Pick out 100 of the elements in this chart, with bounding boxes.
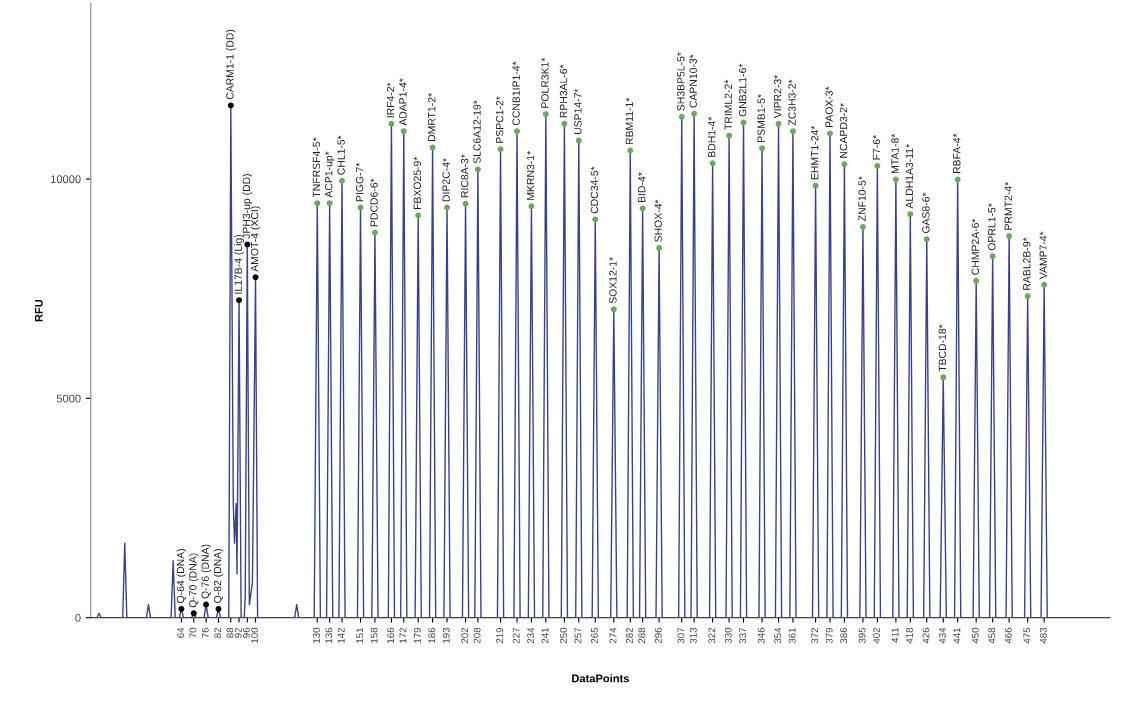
point xyxy=(514,128,520,135)
annotation: USP14-7* xyxy=(574,88,582,135)
x-tick-label: 92 xyxy=(234,627,242,638)
x-tick-label: 313 xyxy=(689,627,697,644)
point xyxy=(178,605,185,612)
x-tick-label: 234 xyxy=(527,627,535,644)
point xyxy=(610,306,617,313)
annotation: RBFA-4* xyxy=(953,133,961,174)
annotation: PIGG-7* xyxy=(355,162,364,202)
annotation: ZC3H3-2* xyxy=(788,79,796,126)
point xyxy=(789,128,796,135)
x-tick-label: 354 xyxy=(774,627,782,644)
point xyxy=(827,130,833,137)
y-tick-label: 5000 xyxy=(56,394,81,403)
x-tick-label: 322 xyxy=(708,627,716,644)
annotation: AMOT-4 (XCI) xyxy=(250,206,261,272)
x-tick-label: 379 xyxy=(825,627,833,644)
annotation: TNFRSF4-5* xyxy=(312,137,321,198)
point xyxy=(656,244,663,251)
x-tick-label: 193 xyxy=(442,627,450,643)
annotation: TRIML2-2* xyxy=(724,79,732,130)
annotation: PSMB1-5* xyxy=(757,94,765,142)
x-tick-label: 418 xyxy=(906,627,913,644)
point xyxy=(954,176,961,183)
point xyxy=(759,145,765,152)
annotation: Q-82 (DNA) xyxy=(213,549,224,603)
annotation: PDCD6-6* xyxy=(370,178,378,227)
annotation: BID-4* xyxy=(638,172,646,202)
annotation: PSPC1-2* xyxy=(495,96,504,143)
annotation: RABL2B-9* xyxy=(1023,237,1031,290)
x-tick-label: 434 xyxy=(938,627,946,644)
point xyxy=(474,166,481,173)
point xyxy=(923,236,930,243)
annotation: IL17B-4 (Lig) xyxy=(234,234,244,294)
x-tick-label: 361 xyxy=(788,627,796,644)
point xyxy=(528,203,535,210)
point xyxy=(190,610,197,617)
annotation: ADAP1-4* xyxy=(399,78,407,126)
x-axis-title: DataPoints xyxy=(572,674,629,683)
point xyxy=(339,177,345,184)
point xyxy=(203,601,210,608)
annotation: IRF4-2* xyxy=(386,82,395,118)
x-tick-label: 100 xyxy=(251,627,259,643)
point xyxy=(497,146,504,153)
point xyxy=(812,182,819,189)
x-tick-label: 386 xyxy=(840,627,848,644)
point xyxy=(575,137,582,144)
point xyxy=(314,200,321,207)
point xyxy=(973,277,980,284)
x-tick-label: 76 xyxy=(201,627,209,638)
annotation: NCAPD3-2* xyxy=(839,103,848,158)
point xyxy=(462,200,469,207)
point xyxy=(415,212,422,219)
annotation: PRMT2-4* xyxy=(1004,182,1012,230)
annotation: ACP1-up* xyxy=(325,151,335,198)
point xyxy=(709,160,716,167)
x-tick-label: 466 xyxy=(1004,627,1012,644)
point xyxy=(691,110,698,117)
annotation: RBM11-1* xyxy=(625,97,633,145)
x-tick-label: 450 xyxy=(971,627,979,644)
x-tick-label: 441 xyxy=(953,627,961,644)
annotation: CARM1-1 (DD) xyxy=(225,29,236,100)
annotation: ZNF10-5* xyxy=(858,176,866,221)
x-tick-label: 82 xyxy=(214,627,222,638)
x-tick-label: 96 xyxy=(243,627,250,638)
x-tick-label: 136 xyxy=(325,627,333,643)
annotation: F7-6* xyxy=(872,135,881,160)
x-tick-label: 346 xyxy=(757,627,765,644)
annotation: MKRN3-1* xyxy=(526,151,535,200)
point xyxy=(892,176,899,183)
x-tick-label: 227 xyxy=(512,627,520,644)
annotation: CDC34-5* xyxy=(590,166,599,214)
x-tick-label: 402 xyxy=(873,627,880,644)
x-tick-label: 483 xyxy=(1039,627,1047,644)
x-tick-label: 337 xyxy=(739,627,747,644)
annotation: Q-64 (DNA) xyxy=(176,549,187,603)
point xyxy=(561,120,568,127)
annotation: CHL1-5* xyxy=(337,135,345,175)
x-tick-label: 265 xyxy=(590,627,598,644)
point xyxy=(429,144,436,151)
annotation: FBXO25-9* xyxy=(413,156,421,210)
x-tick-label: 151 xyxy=(356,627,364,643)
y-axis-title: RFU xyxy=(34,299,43,322)
annotation: BDH1-4* xyxy=(708,116,716,157)
point xyxy=(236,297,242,304)
x-tick-label: 158 xyxy=(370,627,378,643)
point xyxy=(740,119,747,126)
x-tick-label: 70 xyxy=(189,627,197,638)
x-tick-label: 307 xyxy=(677,627,685,644)
annotation: RIC8A-3* xyxy=(460,154,469,198)
point xyxy=(1041,281,1048,288)
annotation: TBCD-18* xyxy=(938,324,947,372)
point xyxy=(357,204,364,211)
annotation: CCNB1IP1-4* xyxy=(512,61,520,126)
x-tick-label: 219 xyxy=(496,627,504,644)
annotation: GNB2L1-6* xyxy=(738,63,747,117)
annotation: MTA1-8* xyxy=(891,133,899,174)
point xyxy=(1024,293,1031,300)
x-tick-label: 426 xyxy=(922,627,930,644)
x-tick-label: 208 xyxy=(473,627,481,644)
